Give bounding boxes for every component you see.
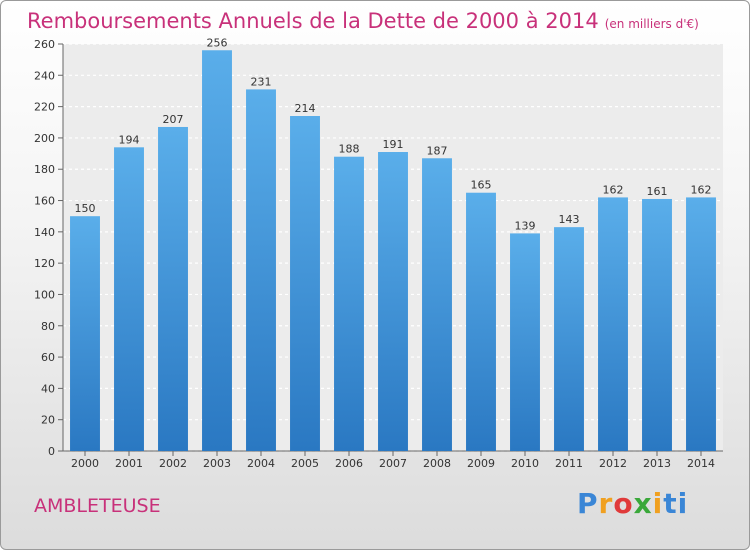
bar — [114, 147, 144, 452]
bar-value-label: 139 — [515, 219, 536, 232]
bar — [378, 152, 408, 451]
x-tick-label: 2005 — [291, 457, 319, 470]
x-tick-label: 2013 — [643, 457, 671, 470]
y-tick-label: 160 — [34, 195, 55, 208]
bar — [334, 156, 364, 451]
bar — [290, 116, 320, 451]
x-tick-label: 2006 — [335, 457, 363, 470]
bar — [158, 126, 188, 451]
x-tick-label: 2000 — [71, 457, 99, 470]
y-tick-label: 0 — [48, 445, 55, 458]
chart-title: Remboursements Annuels de la Dette de 20… — [27, 9, 699, 33]
bar-value-label: 231 — [251, 75, 272, 88]
logo-letter: r — [598, 487, 614, 520]
y-tick-label: 140 — [34, 226, 55, 239]
bar-value-label: 162 — [691, 183, 712, 196]
y-tick-label: 200 — [34, 132, 55, 145]
bar-value-label: 191 — [383, 138, 404, 151]
bar-value-label: 207 — [163, 113, 184, 126]
x-tick-label: 2007 — [379, 457, 407, 470]
x-tick-label: 2012 — [599, 457, 627, 470]
x-tick-label: 2003 — [203, 457, 231, 470]
x-tick-label: 2008 — [423, 457, 451, 470]
y-tick-label: 240 — [34, 69, 55, 82]
x-tick-label: 2014 — [687, 457, 715, 470]
y-tick-label: 260 — [34, 38, 55, 51]
y-tick-label: 20 — [41, 414, 55, 427]
bar — [422, 158, 452, 451]
logo-letter: x — [633, 487, 653, 520]
y-tick-label: 40 — [41, 382, 55, 395]
proxiti-logo: Proxiti — [577, 487, 688, 520]
x-tick-label: 2004 — [247, 457, 275, 470]
y-tick-label: 60 — [41, 351, 55, 364]
y-tick-label: 100 — [34, 288, 55, 301]
bar — [202, 50, 232, 452]
bar-value-label: 161 — [647, 185, 668, 198]
y-tick-label: 120 — [34, 257, 55, 270]
chart-title-text: Remboursements Annuels de la Dette de 20… — [27, 9, 599, 33]
bar — [246, 89, 276, 452]
y-tick-label: 180 — [34, 163, 55, 176]
bar-value-label: 188 — [339, 143, 360, 156]
bar-value-label: 143 — [559, 213, 580, 226]
logo-letter: o — [613, 487, 634, 520]
y-tick-label: 220 — [34, 101, 55, 114]
bar — [686, 197, 716, 451]
bar-value-label: 214 — [295, 102, 316, 115]
bar-value-label: 187 — [427, 144, 448, 157]
bar-value-label: 194 — [119, 133, 140, 146]
logo-letter: i — [652, 487, 664, 520]
bar — [554, 227, 584, 451]
commune-name: AMBLETEUSE — [34, 495, 161, 517]
x-tick-label: 2011 — [555, 457, 583, 470]
bar-value-label: 256 — [207, 36, 228, 49]
bar — [598, 197, 628, 451]
bar-value-label: 162 — [603, 183, 624, 196]
bar — [70, 216, 100, 451]
bar — [466, 192, 496, 451]
bar — [510, 233, 540, 451]
bar-value-label: 165 — [471, 179, 492, 192]
logo-letter: P — [577, 487, 599, 520]
logo-letter: ti — [663, 487, 689, 520]
bar-value-label: 150 — [75, 202, 96, 215]
x-tick-label: 2010 — [511, 457, 539, 470]
x-tick-label: 2001 — [115, 457, 143, 470]
x-tick-label: 2009 — [467, 457, 495, 470]
x-tick-label: 2002 — [159, 457, 187, 470]
chart-unit: (en milliers d'€) — [604, 17, 699, 31]
y-tick-label: 80 — [41, 320, 55, 333]
bar — [642, 198, 672, 451]
